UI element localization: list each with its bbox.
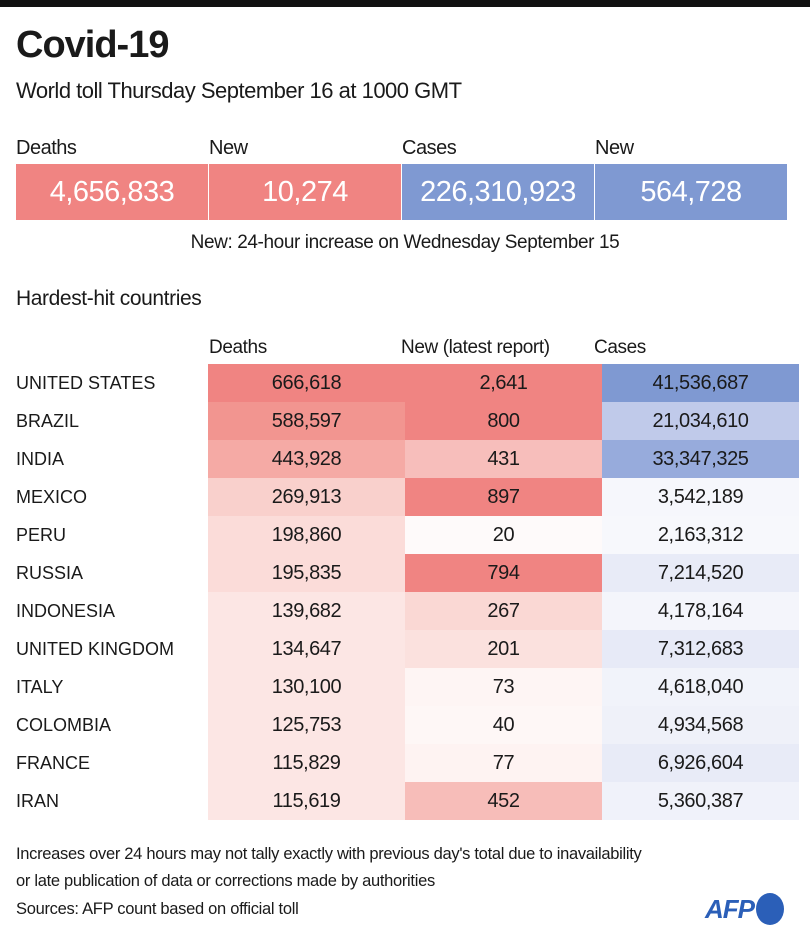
column-header-deaths: Deaths — [209, 337, 267, 358]
country-name: IRAN — [16, 791, 60, 811]
country-name: UNITED KINGDOM — [16, 639, 175, 659]
cell-new: 201 — [405, 630, 602, 668]
table-row: ITALY 130,100 73 4,618,040 — [0, 668, 810, 706]
footnote-line-2: or late publication of data or correctio… — [16, 872, 435, 890]
table-row: PERU 198,860 20 2,163,312 — [0, 516, 810, 554]
cell-cases: 3,542,189 — [602, 478, 799, 516]
country-name: INDIA — [16, 449, 65, 469]
cell-cases: 4,178,164 — [602, 592, 799, 630]
country-name: ITALY — [16, 677, 64, 697]
table-row: IRAN 115,619 452 5,360,387 — [0, 782, 810, 820]
cell-new: 20 — [405, 516, 602, 554]
section-title: Hardest-hit countries — [16, 287, 202, 310]
cell-new: 897 — [405, 478, 602, 516]
column-header-cases: Cases — [594, 337, 646, 358]
country-name: MEXICO — [16, 487, 88, 507]
cell-cases: 5,360,387 — [602, 782, 799, 820]
cell-deaths: 195,835 — [208, 554, 405, 592]
summary-value-box: 564,728 — [595, 164, 787, 220]
page-title: Covid-19 — [16, 24, 169, 66]
sources: Sources: AFP count based on official tol… — [16, 900, 299, 918]
cell-new: 794 — [405, 554, 602, 592]
column-header-new: New (latest report) — [401, 337, 550, 358]
cell-new: 73 — [405, 668, 602, 706]
cell-new: 431 — [405, 440, 602, 478]
summary-value-box: 4,656,833 — [16, 164, 208, 220]
cell-deaths: 269,913 — [208, 478, 405, 516]
subtitle: World toll Thursday September 16 at 1000… — [16, 78, 462, 103]
footnote-line-1: Increases over 24 hours may not tally ex… — [16, 845, 642, 863]
cell-new: 452 — [405, 782, 602, 820]
afp-logo-text: AFP — [705, 893, 755, 924]
cell-cases: 7,312,683 — [602, 630, 799, 668]
summary-label: Cases — [402, 137, 457, 159]
table-row: UNITED KINGDOM 134,647 201 7,312,683 — [0, 630, 810, 668]
summary-note: New: 24-hour increase on Wednesday Septe… — [190, 232, 620, 253]
cell-cases: 7,214,520 — [602, 554, 799, 592]
country-name: FRANCE — [16, 753, 91, 773]
country-name: PERU — [16, 525, 67, 545]
table-row: COLOMBIA 125,753 40 4,934,568 — [0, 706, 810, 744]
country-name: INDONESIA — [16, 601, 116, 621]
country-name: BRAZIL — [16, 411, 80, 431]
table-row: INDONESIA 139,682 267 4,178,164 — [0, 592, 810, 630]
cell-new: 267 — [405, 592, 602, 630]
cell-cases: 21,034,610 — [602, 402, 799, 440]
cell-deaths: 198,860 — [208, 516, 405, 554]
cell-deaths: 139,682 — [208, 592, 405, 630]
cell-cases: 4,618,040 — [602, 668, 799, 706]
cell-deaths: 125,753 — [208, 706, 405, 744]
cell-deaths: 666,618 — [208, 364, 405, 402]
summary-value-box: 10,274 — [209, 164, 401, 220]
cell-cases: 41,536,687 — [602, 364, 799, 402]
table-row: INDIA 443,928 431 33,347,325 — [0, 440, 810, 478]
summary-label: Deaths — [16, 137, 77, 159]
country-name: COLOMBIA — [16, 715, 112, 735]
table-row: BRAZIL 588,597 800 21,034,610 — [0, 402, 810, 440]
cell-new: 40 — [405, 706, 602, 744]
cell-deaths: 443,928 — [208, 440, 405, 478]
afp-logo-circle — [756, 893, 784, 925]
cell-cases: 6,926,604 — [602, 744, 799, 782]
country-name: RUSSIA — [16, 563, 84, 583]
cell-deaths: 115,619 — [208, 782, 405, 820]
summary-label: New — [595, 137, 634, 159]
cell-new: 2,641 — [405, 364, 602, 402]
cell-cases: 2,163,312 — [602, 516, 799, 554]
summary-label: New — [209, 137, 248, 159]
cell-deaths: 134,647 — [208, 630, 405, 668]
cell-cases: 4,934,568 — [602, 706, 799, 744]
table-row: FRANCE 115,829 77 6,926,604 — [0, 744, 810, 782]
cell-deaths: 115,829 — [208, 744, 405, 782]
summary-value-box: 226,310,923 — [402, 164, 594, 220]
table-row: RUSSIA 195,835 794 7,214,520 — [0, 554, 810, 592]
cell-deaths: 130,100 — [208, 668, 405, 706]
cell-deaths: 588,597 — [208, 402, 405, 440]
cell-cases: 33,347,325 — [602, 440, 799, 478]
top-bar — [0, 0, 810, 7]
table-row: MEXICO 269,913 897 3,542,189 — [0, 478, 810, 516]
cell-new: 800 — [405, 402, 602, 440]
country-name: UNITED STATES — [16, 373, 156, 393]
afp-logo: AFP — [705, 893, 784, 925]
cell-new: 77 — [405, 744, 602, 782]
table-row: UNITED STATES 666,618 2,641 41,536,687 — [0, 364, 810, 402]
